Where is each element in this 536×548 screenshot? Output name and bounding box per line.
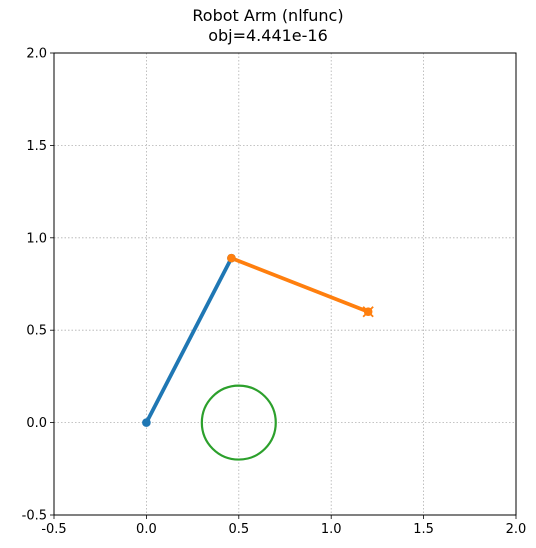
- series-layer: [142, 253, 374, 427]
- x-tick-label: 0.0: [136, 522, 157, 537]
- obstacle-circle: [200, 384, 277, 461]
- y-tick-label: -0.5: [22, 509, 47, 524]
- chart-title-block: Robot Arm (nlfunc) obj=4.441e-16: [0, 6, 536, 46]
- arm-link-1-joint-point: [142, 418, 151, 427]
- axis-ticks: -0.5 0.0 0.5 1.0 1.5 2.0 -0.5 0.0 0.5 1.0 1.5 2.0: [22, 47, 527, 538]
- x-tick-label: 2.0: [506, 522, 527, 537]
- y-tick-label: 1.5: [26, 139, 47, 154]
- plot-frame: [53, 52, 517, 516]
- grid-lines: [53, 52, 517, 516]
- chart-subtitle: obj=4.441e-16: [208, 26, 328, 45]
- y-tick-label: 0.0: [26, 416, 47, 431]
- x-tick-label: 1.0: [321, 522, 342, 537]
- arm-link-2-joint-point: [227, 253, 236, 263]
- arm-link-2-joint-point: [363, 307, 373, 317]
- chart-title: Robot Arm (nlfunc): [192, 6, 344, 25]
- x-tick-label: -0.5: [41, 522, 66, 537]
- arm-link-2-line: [230, 256, 369, 314]
- x-tick-label: 1.5: [413, 522, 434, 537]
- obstacle-layer: [200, 384, 277, 461]
- y-tick-label: 2.0: [26, 47, 47, 62]
- y-tick-label: 0.5: [26, 324, 47, 339]
- y-tick-label: 1.0: [26, 231, 47, 246]
- x-tick-label: 0.5: [228, 522, 249, 537]
- arm-link-1-line: [144, 257, 234, 424]
